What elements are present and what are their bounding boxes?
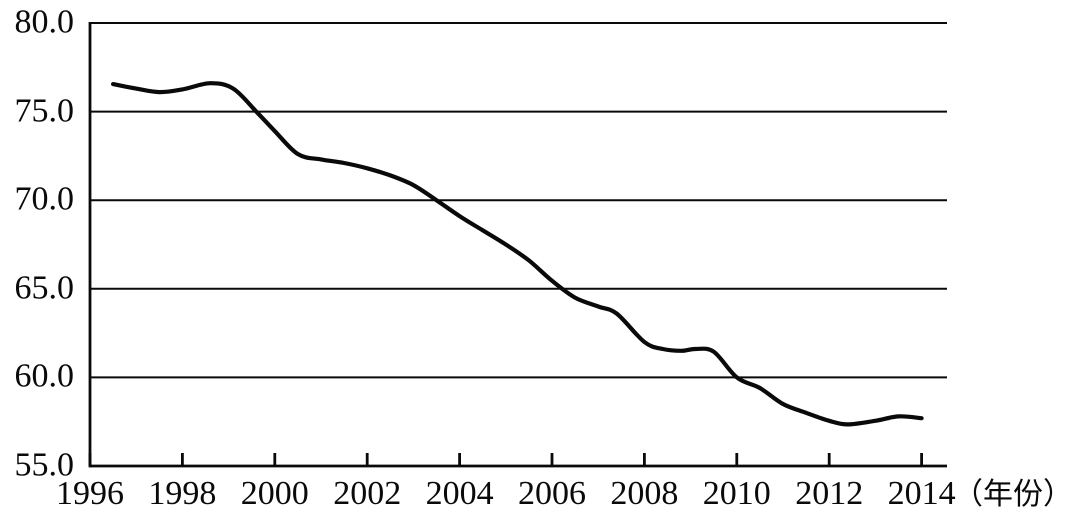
x-axis-tick-label: 2012 <box>795 475 864 512</box>
x-axis-tick-label: 2004 <box>425 475 494 512</box>
y-axis-tick-label: 60.0 <box>14 357 75 395</box>
y-axis-tick-label: 55.0 <box>14 446 75 484</box>
y-axis-tick-label: 80.0 <box>14 3 75 41</box>
x-axis-tick-label: 2008 <box>610 475 679 512</box>
x-axis-tick-label: 2006 <box>517 475 586 512</box>
trend-line <box>111 81 924 427</box>
y-axis-tick-label: 75.0 <box>14 91 75 129</box>
x-axis-tick-label: 1996 <box>56 475 124 512</box>
x-axis-tick-label: 2010 <box>702 475 771 512</box>
x-axis-tick-label: 2002 <box>333 475 402 512</box>
x-axis-tick-label: 2014 <box>887 475 956 512</box>
x-axis-unit-label: （年份） <box>953 478 1073 511</box>
y-axis-tick-label: 65.0 <box>14 269 75 307</box>
x-axis-tick-label: 2000 <box>240 475 309 512</box>
y-axis-tick-label: 70.0 <box>14 180 75 218</box>
x-axis-tick-label: 1998 <box>148 475 217 512</box>
